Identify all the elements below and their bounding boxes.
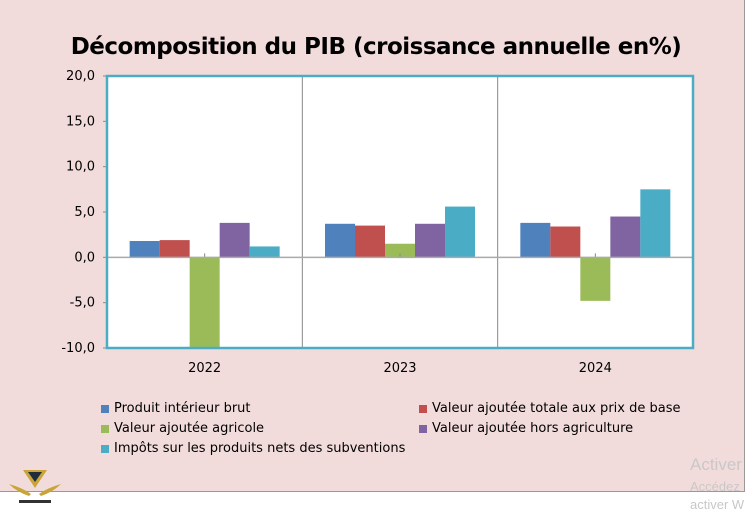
bar-2022-3 — [219, 222, 250, 258]
y-tick-label: -10,0 — [61, 341, 95, 356]
bar-2024-4 — [640, 189, 671, 258]
legend-item: Valeur ajoutée totale aux prix de base — [419, 401, 680, 416]
x-tick-label: 2022 — [188, 361, 221, 376]
legend-item: Produit intérieur brut — [101, 401, 251, 416]
legend-swatch — [101, 404, 109, 413]
legend-swatch — [101, 444, 109, 453]
bar-2023-3 — [415, 223, 445, 258]
bar-2024-1 — [550, 226, 581, 258]
y-tick-label: 0,0 — [74, 250, 95, 265]
legend-label: Valeur ajoutée hors agriculture — [432, 421, 634, 436]
bar-2022-4 — [249, 246, 280, 258]
legend-item: Valeur ajoutée hors agriculture — [419, 421, 633, 436]
legend-label: Produit intérieur brut — [114, 401, 251, 416]
bar-2023-2 — [385, 243, 415, 258]
legend-item: Impôts sur les produits nets des subvent… — [101, 441, 405, 456]
watermark-line2: Accédez — [690, 479, 740, 494]
bar-2024-3 — [610, 216, 641, 258]
legend-label: Valeur ajoutée agricole — [114, 421, 265, 436]
x-tick-label: 2024 — [579, 361, 612, 376]
bar-2024-0 — [520, 222, 551, 258]
y-tick-label: 5,0 — [74, 205, 95, 220]
legend-label: Valeur ajoutée totale aux prix de base — [432, 401, 681, 416]
bar-2024-2 — [580, 257, 611, 301]
bar-2023-0 — [325, 223, 355, 258]
y-tick-label: 15,0 — [66, 114, 95, 129]
bar-2022-0 — [129, 241, 160, 258]
bar-2023-4 — [445, 206, 475, 258]
chart-title: Décomposition du PIB (croissance annuell… — [70, 34, 682, 60]
bar-2022-2 — [189, 257, 220, 348]
watermark-line1: Activer — [690, 455, 742, 474]
legend-swatch — [419, 424, 427, 433]
watermark-line3: activer W — [690, 497, 745, 512]
bar-2022-1 — [159, 240, 190, 258]
y-tick-label: -5,0 — [70, 296, 95, 311]
legend-swatch — [419, 404, 427, 413]
legend-label: Impôts sur les produits nets des subvent… — [114, 441, 406, 456]
y-tick-label: 10,0 — [66, 160, 95, 175]
legend-item: Valeur ajoutée agricole — [101, 421, 264, 436]
x-tick-label: 2023 — [383, 361, 416, 376]
legend-swatch — [101, 424, 109, 433]
bar-2023-1 — [355, 225, 385, 258]
y-tick-label: 20,0 — [66, 69, 95, 84]
forum-logo — [9, 470, 61, 503]
plot-border — [105, 74, 695, 350]
